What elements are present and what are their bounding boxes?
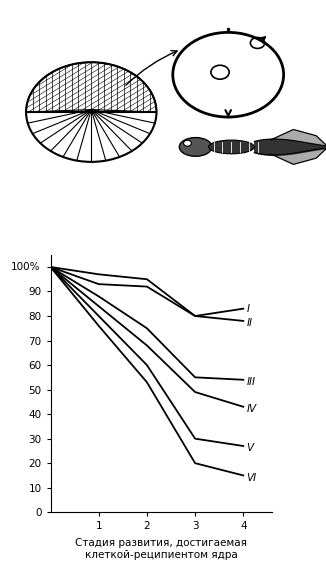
Circle shape (184, 140, 191, 146)
Text: 100%: 100% (10, 262, 40, 272)
Ellipse shape (179, 138, 212, 156)
Text: V: V (247, 443, 254, 453)
Polygon shape (271, 130, 326, 145)
Circle shape (173, 32, 284, 117)
Polygon shape (271, 149, 326, 164)
Text: III: III (247, 377, 256, 387)
Text: IV: IV (247, 404, 257, 414)
Text: I: I (247, 303, 250, 314)
Polygon shape (26, 62, 156, 112)
X-axis label: Стадия развития, достигаемая
клеткой-реципиентом ядра: Стадия развития, достигаемая клеткой-рец… (75, 538, 247, 560)
Text: II: II (247, 318, 253, 328)
Ellipse shape (209, 140, 254, 154)
Polygon shape (26, 112, 156, 162)
Text: VI: VI (247, 473, 257, 483)
